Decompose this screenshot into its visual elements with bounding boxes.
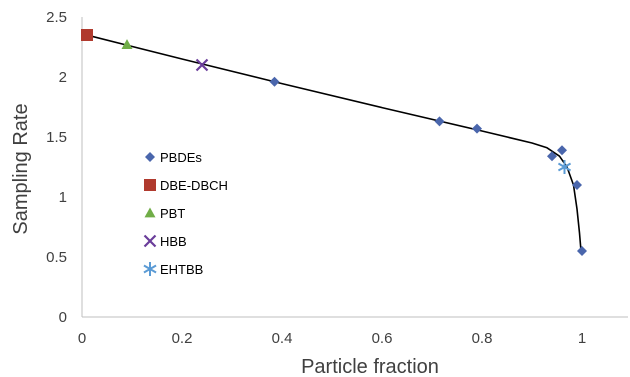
x-tick-label: 1 xyxy=(578,330,586,347)
marker-stroke xyxy=(143,234,157,248)
legend-marker-pbt xyxy=(144,207,156,218)
legend-marker-hbb xyxy=(143,234,157,248)
y-tick-label: 0 xyxy=(59,309,67,326)
marker-stroke xyxy=(195,58,209,72)
legend-marker-pbdes xyxy=(145,152,155,162)
y-tick-label: 0.5 xyxy=(46,249,67,266)
y-tick-label: 2 xyxy=(59,69,67,86)
y-tick-label: 1 xyxy=(59,189,67,206)
legend: PBDEs DBE-DBCH PBT HBB EHTBB xyxy=(143,150,228,277)
point-hbb xyxy=(195,58,209,72)
x-tick-label: 0.6 xyxy=(372,330,393,347)
point-pbdes xyxy=(577,246,587,256)
point-pbt xyxy=(121,39,133,49)
point-pbdes xyxy=(434,116,445,127)
legend-label-pbt: PBT xyxy=(160,206,185,221)
x-tick-label: 0.4 xyxy=(272,330,293,347)
x-tick-label: 0.2 xyxy=(172,330,193,347)
axes: 0 0.2 0.4 0.6 0.8 1 0 0.5 1 1.5 2 2.5 xyxy=(46,9,628,347)
legend-marker-ehtbb xyxy=(143,262,157,276)
legend-label-hbb: HBB xyxy=(160,234,187,249)
legend-label-ehtbb: EHTBB xyxy=(160,262,203,277)
data-points xyxy=(81,29,587,256)
trendline xyxy=(81,33,582,252)
legend-label-pbdes: PBDEs xyxy=(160,150,202,165)
point-pbdes xyxy=(547,151,557,162)
trendline-layer xyxy=(81,33,582,252)
y-tick-label: 2.5 xyxy=(46,9,67,26)
x-tick-label: 0.8 xyxy=(472,330,493,347)
y-tick-label: 1.5 xyxy=(46,129,67,146)
point-pbdes xyxy=(557,145,567,156)
point-pbdes xyxy=(572,180,582,190)
x-tick-label: 0 xyxy=(78,330,86,347)
marker-stroke xyxy=(557,162,572,172)
x-axis-title: Particle fraction xyxy=(301,356,439,377)
marker-stroke xyxy=(143,264,157,274)
legend-marker-dbe-dbch xyxy=(144,179,156,191)
point-dbe-dbch xyxy=(81,29,93,41)
point-pbdes xyxy=(269,76,280,87)
legend-label-dbe-dbch: DBE-DBCH xyxy=(160,178,228,193)
point-pbdes xyxy=(472,123,482,134)
y-axis-title: Sampling Rate xyxy=(10,103,32,234)
point-ehtbb xyxy=(557,160,572,174)
